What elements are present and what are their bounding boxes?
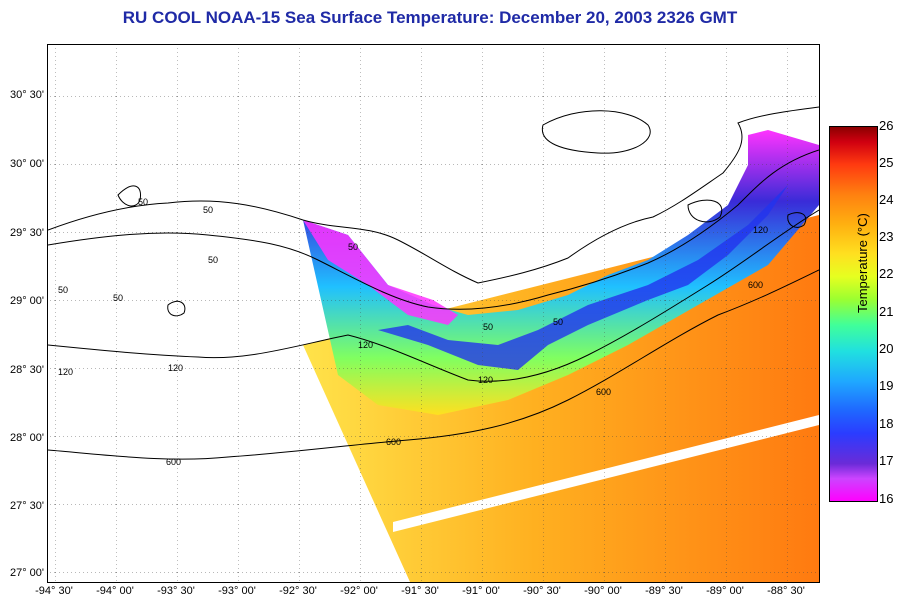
sst-map: 50 50 50 50 50 50 50 50 120 120 120 120 … (47, 44, 820, 583)
lat-label: 29° 30' (9, 227, 44, 239)
shelf-island-4 (787, 212, 807, 228)
lon-label: -89° 30' (645, 585, 683, 597)
lon-label: -89° 00' (706, 585, 744, 597)
contour-label: 120 (753, 225, 768, 235)
contour-50 (48, 149, 819, 310)
shelf-island-1 (117, 185, 142, 207)
map-title: RU COOL NOAA-15 Sea Surface Temperature:… (122, 8, 738, 27)
coastline (48, 106, 819, 284)
lon-label: -92° 30' (279, 585, 317, 597)
colorbar-tick: 20 (879, 341, 894, 356)
lon-label: -91° 30' (401, 585, 439, 597)
contour-label: 50 (203, 205, 213, 215)
lon-label: -93° 30' (157, 585, 195, 597)
lon-label: -94° 00' (96, 585, 134, 597)
contour-label: 120 (168, 363, 183, 373)
lon-label: -93° 00' (218, 585, 256, 597)
lat-label: 28° 30' (9, 364, 44, 376)
lon-label: -91° 00' (462, 585, 500, 597)
contour-label: 50 (483, 322, 493, 332)
lon-label: -90° 00' (584, 585, 622, 597)
shelf-island-5 (541, 110, 651, 154)
lat-label: 27° 00' (9, 567, 44, 579)
contour-label: 600 (386, 437, 401, 447)
colorbar-tick: 21 (879, 304, 894, 319)
colorbar-tick: 22 (879, 266, 894, 281)
contour-label: 50 (58, 285, 68, 295)
lat-label: 27° 30' (9, 500, 44, 512)
colorbar-tick: 24 (879, 192, 894, 207)
contour-label: 50 (348, 242, 358, 252)
graticule (48, 45, 819, 582)
lon-label: -90° 30' (523, 585, 561, 597)
colorbar-title: Temperature (°C) (855, 213, 870, 313)
sst-map-svg: 50 50 50 50 50 50 50 50 120 120 120 120 … (48, 45, 819, 582)
contour-label: 600 (166, 457, 181, 467)
contour-label: 50 (138, 197, 148, 207)
contour-label: 50 (553, 317, 563, 327)
contour-label: 120 (58, 367, 73, 377)
contour-label: 120 (478, 375, 493, 385)
lat-label: 28° 00' (9, 432, 44, 444)
colorbar-tick: 18 (879, 416, 894, 431)
contour-label: 50 (208, 255, 218, 265)
bathymetry-contours (48, 106, 819, 460)
lat-label: 30° 00' (9, 158, 44, 170)
colorbar-tick: 19 (879, 378, 894, 393)
lon-label: -92° 00' (340, 585, 378, 597)
colorbar-tick: 16 (879, 491, 894, 506)
shelf-island-3 (687, 199, 723, 223)
contour-label: 600 (748, 280, 763, 290)
colorbar-tick: 25 (879, 155, 894, 170)
contour-600 (48, 269, 819, 460)
contour-label: 600 (596, 387, 611, 397)
temperature-colorbar (829, 126, 878, 502)
lat-label: 29° 00' (9, 295, 44, 307)
shelf-island-2 (167, 300, 186, 317)
colorbar-tick: 17 (879, 453, 894, 468)
colorbar-tick: 26 (879, 118, 894, 133)
lon-label: -88° 30' (767, 585, 805, 597)
contour-label: 120 (358, 340, 373, 350)
lat-label: 30° 30' (9, 89, 44, 101)
contour-label: 50 (113, 293, 123, 303)
contour-120 (48, 209, 819, 382)
colorbar-tick: 23 (879, 229, 894, 244)
lon-label: -94° 30' (35, 585, 73, 597)
contour-label-group: 50 50 50 50 50 50 50 50 120 120 120 120 … (58, 197, 768, 467)
